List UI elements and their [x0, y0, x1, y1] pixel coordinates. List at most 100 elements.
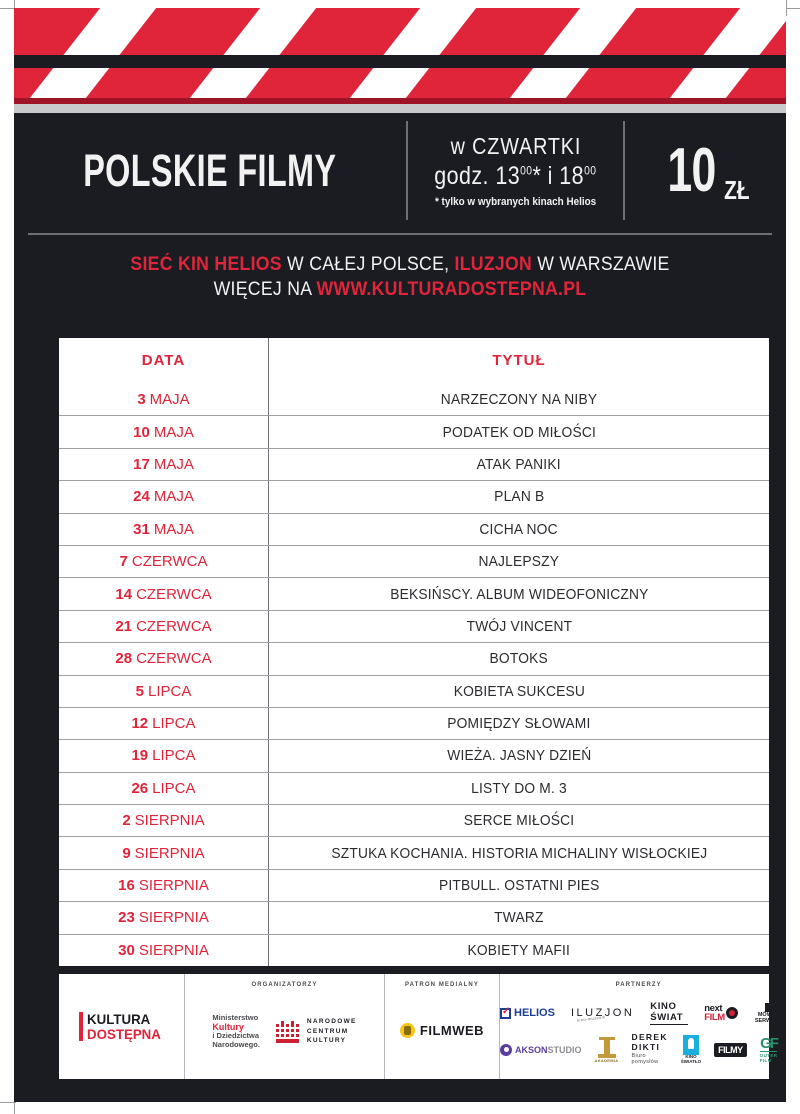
- cell-title: TWARZ: [269, 902, 769, 933]
- table-header-row: DATA TYTUŁ: [59, 338, 769, 383]
- table-row[interactable]: 31 MAJA CICHA NOC: [59, 512, 769, 545]
- date-day: 21: [115, 617, 133, 635]
- table-row[interactable]: 7 CZERWCA NAJLEPSZY: [59, 544, 769, 578]
- bracket-icon: [78, 1011, 83, 1042]
- cell-date: 26 LIPCA: [59, 772, 269, 805]
- cell-title: BOTOKS: [269, 643, 769, 674]
- table-row[interactable]: 16 SIERPNIA PITBULL. OSTATNI PIES: [59, 868, 769, 902]
- kino-swiat-logo: KINO ŚWIAT: [650, 1001, 689, 1026]
- kino-swiatlo-label: KINO ŚWIATŁO: [680, 1053, 702, 1064]
- derek-dikti-logo: DEREK DIKTI Biuro pomysłów: [631, 1033, 668, 1066]
- date-month: MAJA: [153, 520, 194, 538]
- cell-date: 21 CZERWCA: [59, 610, 269, 643]
- akson-circle-icon: [500, 1043, 512, 1056]
- mk-line-4: Narodowego.: [212, 1039, 260, 1049]
- crop-mark-bottom-left-h: [0, 1102, 16, 1103]
- film-title: PODATEK OD MIŁOŚCI: [442, 423, 596, 441]
- cell-date: 19 LIPCA: [59, 740, 269, 772]
- date-day: 24: [133, 488, 150, 506]
- film-title: ATAK PANIKI: [476, 455, 562, 473]
- table-row[interactable]: 2 SIERPNIA SERCE MIŁOŚCI: [59, 804, 769, 837]
- cell-date: 5 LIPCA: [59, 675, 269, 707]
- check-icon: [500, 1006, 511, 1019]
- cell-date: 31 MAJA: [59, 513, 269, 545]
- cell-title: PITBULL. OSTATNI PIES: [269, 870, 769, 901]
- film-title: TWARZ: [494, 909, 544, 927]
- cell-title: KOBIETY MAFII: [269, 935, 769, 966]
- cell-date: 3 MAJA: [59, 383, 269, 416]
- footer-brand-section: KULTURA DOSTĘPNA: [59, 974, 184, 1079]
- cell-title: NAJLEPSZY: [269, 546, 769, 577]
- cell-title: SZTUKA KOCHANIA. HISTORIA MICHALINY WISŁ…: [269, 837, 769, 868]
- clapper-shadow-band: [14, 98, 786, 105]
- cell-title: POMIĘDZY SŁOWAMI: [269, 708, 769, 739]
- date-day: 10: [133, 423, 150, 441]
- date-day: 23: [118, 909, 135, 927]
- table-row[interactable]: 19 LIPCA WIEŻA. JASNY DZIEŃ: [59, 739, 769, 772]
- cell-title: NARZECZONY NA NIBY: [269, 383, 769, 415]
- kultura-dostepna-logo: KULTURA DOSTĘPNA: [78, 1011, 165, 1042]
- caption-media-patron: PATRON MEDIALNY: [405, 982, 479, 988]
- date-month: SIERPNIA: [134, 812, 205, 830]
- showtime-day: w CZWARTKI: [450, 133, 581, 159]
- date-day: 5: [135, 682, 144, 700]
- table-row[interactable]: 26 LIPCA LISTY DO M. 3: [59, 771, 769, 805]
- cell-title: LISTY DO M. 3: [269, 773, 769, 804]
- kino-swiatlo-logo: KINO ŚWIATŁO: [680, 1034, 702, 1065]
- cell-date: 2 SIERPNIA: [59, 805, 269, 837]
- title-band: POLSKIE FILMY w CZWARTKI godz. 1300* i 1…: [14, 113, 786, 228]
- table-row[interactable]: 5 LIPCA KOBIETA SUKCESU: [59, 674, 769, 707]
- clapper-dark-band: [14, 55, 786, 68]
- film-title: KOBIETA SUKCESU: [453, 682, 585, 700]
- table-row[interactable]: 14 CZERWCA BEKSIŃSCY. ALBUM WIDEOFONICZNY: [59, 577, 769, 610]
- table-row[interactable]: 3 MAJA NARZECZONY NA NIBY: [59, 383, 769, 416]
- date-month: MAJA: [153, 455, 194, 473]
- filmweb-label: FILMWEB: [419, 1023, 485, 1038]
- table-row[interactable]: 9 SIERPNIA SZTUKA KOCHANIA. HISTORIA MICHA…: [59, 836, 769, 869]
- vertical-divider: [623, 121, 625, 220]
- page-title: POLSKIE FILMY: [83, 144, 337, 196]
- partners-row-1: HELIOS ILUZJON kino-muzeum KINO ŚWIAT ne…: [500, 1001, 777, 1026]
- table-row[interactable]: 12 LIPCA POMIĘDZY SŁOWAMI: [59, 706, 769, 740]
- footer-partners-section: PARTNERZY HELIOS ILUZJON kino-muzeum KIN…: [499, 974, 779, 1079]
- gf-monogram: GF: [760, 1035, 779, 1052]
- footer-media-patron-section: PATRON MEDIALNY FILMWEB: [384, 974, 499, 1079]
- outer-film-label: OUTER FILM: [759, 1051, 778, 1063]
- cell-title: BEKSIŃSCY. ALBUM WIDEOFONICZNY: [269, 578, 769, 609]
- crop-mark-top-left-h: [0, 8, 16, 9]
- film-title: CICHA NOC: [479, 520, 559, 538]
- film-title: LISTY DO M. 3: [471, 779, 567, 797]
- ministerstwo-kultury-logo: Ministerstwo Kultury i Dziedzictwa Narod…: [212, 1013, 260, 1049]
- table-row[interactable]: 30 SIERPNIA KOBIETY MAFII: [59, 933, 769, 967]
- table-row[interactable]: 21 CZERWCA TWÓJ VINCENT: [59, 609, 769, 643]
- table-row[interactable]: 10 MAJA PODATEK OD MIŁOŚCI: [59, 415, 769, 448]
- cell-date: 23 SIERPNIA: [59, 902, 269, 934]
- date-month: CZERWCA: [136, 650, 212, 668]
- cell-title: SERCE MIŁOŚCI: [269, 805, 769, 836]
- film-title: POMIĘDZY SŁOWAMI: [447, 715, 591, 733]
- cell-title: ATAK PANIKI: [269, 449, 769, 480]
- date-month: SIERPNIA: [138, 877, 209, 895]
- swoosh-icon: [725, 1007, 738, 1020]
- brand-line-2: DOSTĘPNA: [86, 1025, 161, 1042]
- cell-title: TWÓJ VINCENT: [269, 611, 769, 642]
- film-title: BOTOKS: [489, 650, 549, 668]
- date-month: SIERPNIA: [138, 941, 209, 959]
- cell-title: PODATEK OD MIŁOŚCI: [269, 416, 769, 447]
- date-day: 2: [122, 812, 131, 830]
- table-row[interactable]: 28 CZERWCA BOTOKS: [59, 642, 769, 675]
- price-cell: 10 ZŁ: [625, 113, 786, 228]
- nck-line-2: CENTRUM: [306, 1027, 349, 1035]
- derek-label-2: Biuro pomysłów: [631, 1052, 659, 1066]
- akson-studio-logo: AKSONSTUDIO: [500, 1043, 582, 1056]
- date-day: 26: [131, 779, 149, 797]
- table-row[interactable]: 17 MAJA ATAK PANIKI: [59, 447, 769, 481]
- date-month: LIPCA: [152, 715, 196, 733]
- clapper-grey-bar: [14, 104, 786, 113]
- table-row[interactable]: 24 MAJA PLAN B: [59, 480, 769, 513]
- date-day: 9: [122, 844, 131, 862]
- showtime-hours: godz. 1300* i 1800: [434, 162, 597, 190]
- cell-date: 17 MAJA: [59, 448, 269, 481]
- showtime-footnote: * tylko w wybranych kinach Helios: [434, 196, 597, 208]
- table-row[interactable]: 23 SIERPNIA TWARZ: [59, 901, 769, 934]
